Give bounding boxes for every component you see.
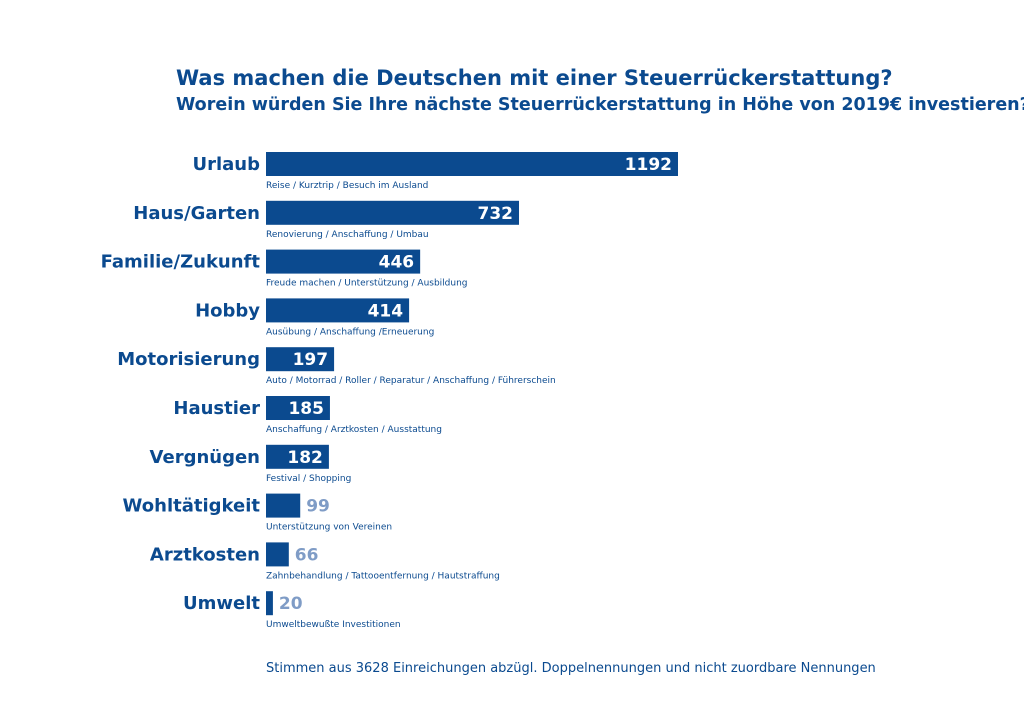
value-label: 66 <box>295 545 319 565</box>
bar-description: Festival / Shopping <box>266 474 351 484</box>
category-label: Urlaub <box>192 154 260 175</box>
bar <box>266 396 330 420</box>
value-label: 20 <box>279 594 303 614</box>
value-label: 1192 <box>625 155 672 175</box>
bar-description: Auto / Motorrad / Roller / Reparatur / A… <box>266 376 556 386</box>
value-label: 414 <box>368 301 404 321</box>
value-label: 99 <box>306 497 330 517</box>
category-label: Arztkosten <box>150 544 260 565</box>
category-label: Wohltätigkeit <box>123 496 261 517</box>
chart-title: Was machen die Deutschen mit einer Steue… <box>176 66 893 90</box>
bar <box>266 249 421 274</box>
category-label: Familie/Zukunft <box>101 252 261 273</box>
bar <box>266 152 678 176</box>
category-label: Motorisierung <box>117 349 260 370</box>
category-label: Haus/Garten <box>133 203 260 224</box>
value-label: 732 <box>478 204 514 224</box>
bar-description: Anschaffung / Arztkosten / Ausstattung <box>266 425 442 435</box>
bar <box>266 298 410 323</box>
bar <box>266 347 335 372</box>
category-label: Vergnügen <box>150 447 260 468</box>
chart-subtitle: Worein würden Sie Ihre nächste Steuerrüc… <box>176 95 1024 115</box>
category-label: Umwelt <box>183 593 260 614</box>
bar-description: Renovierung / Anschaffung / Umbau <box>266 230 429 240</box>
value-label: 446 <box>379 253 415 273</box>
bar <box>266 444 329 469</box>
bar-description: Unterstützung von Vereinen <box>266 523 392 533</box>
footnote: Stimmen aus 3628 Einreichungen abzügl. D… <box>266 661 876 676</box>
bar-description: Umweltbewußte Investitionen <box>266 620 401 630</box>
bar <box>266 591 273 616</box>
bar <box>266 493 301 518</box>
value-label: 197 <box>293 350 329 370</box>
value-label: 182 <box>287 448 323 468</box>
bar-description: Zahnbehandlung / Tattooentfernung / Haut… <box>266 571 500 581</box>
bar-description: Ausübung / Anschaffung /Erneuerung <box>266 327 434 337</box>
bar-description: Reise / Kurztrip / Besuch im Ausland <box>266 181 428 191</box>
bar <box>266 542 289 567</box>
bar-description: Freude machen / Unterstützung / Ausbildu… <box>266 279 468 289</box>
value-label: 185 <box>288 399 324 419</box>
category-label: Hobby <box>195 300 260 321</box>
category-label: Haustier <box>173 398 260 419</box>
bar <box>266 200 520 225</box>
